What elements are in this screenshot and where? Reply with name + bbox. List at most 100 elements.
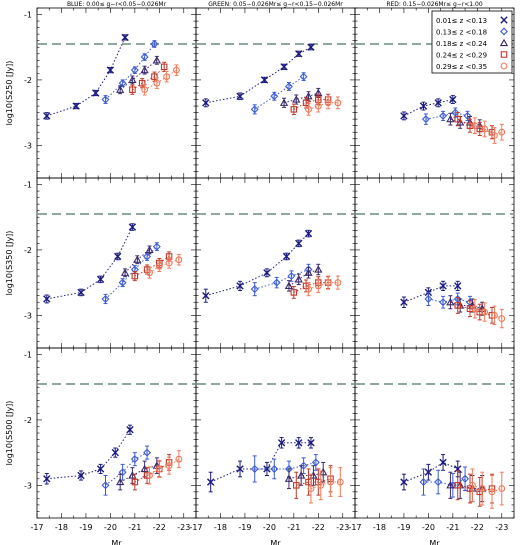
data-point [130,455,139,464]
panel-frame-0-1 [195,7,356,179]
legend-marker [500,16,508,24]
data-point [72,102,80,110]
panel-frame-1-1 [195,177,356,349]
data-point [446,480,455,489]
column-title: GREEN: 0.05−0.026Mr≤ g−r<0.15−0.026Mr [208,1,343,8]
data-point [270,92,279,101]
data-point [129,86,136,94]
data-point [131,478,139,486]
column-title: RED: 0.15−0.026Mr≤ g−r<1.00 [386,1,483,8]
data-point [236,465,244,473]
data-point [299,72,308,81]
series-line [403,285,458,303]
data-point [302,99,310,107]
data-point [153,79,161,87]
x-tick-label: -19 [79,523,92,532]
data-point [263,465,271,473]
data-point [327,478,334,486]
data-point [498,315,506,323]
data-point [311,458,320,467]
data-point [202,99,210,107]
data-point [284,82,293,91]
y-tick-label: -2 [24,76,32,85]
x-axis-label: Mr [111,539,122,545]
legend-box [431,10,513,74]
data-point [478,485,486,493]
data-point [155,465,163,473]
data-point [421,115,430,124]
data-point [449,95,457,104]
data-point [128,471,137,479]
data-point [454,282,462,290]
data-point [297,471,306,479]
data-point [236,92,244,100]
data-point [439,458,447,467]
data-point [424,468,433,476]
legend-marker [499,38,509,47]
data-point [309,471,318,479]
data-point [130,66,139,75]
x-tick-label: -19 [397,523,410,532]
data-point [96,275,105,284]
data-point [202,291,210,300]
data-point [128,75,137,84]
data-point [116,85,125,93]
series-line [403,461,458,483]
data-point [43,475,51,483]
data-point [128,223,137,231]
data-point [43,295,51,303]
data-point [334,99,342,107]
data-point [250,285,259,294]
data-point [133,255,142,263]
data-point [304,268,313,276]
data-point [314,265,323,273]
data-point [277,439,286,447]
x-tick-label: -22 [312,523,325,532]
data-point [151,73,158,80]
data-point [92,89,100,97]
data-point [498,485,506,493]
x-axis-label: Mr [270,539,281,545]
series-line [254,461,316,470]
series-line [254,76,304,110]
panel-frame-0-0 [36,7,197,179]
data-point [476,308,484,316]
data-point [165,259,173,267]
data-point [143,252,152,261]
data-point [118,278,127,287]
legend-label: 0.29≤ z <0.35 [436,63,487,71]
data-point [471,305,479,313]
data-point [468,481,476,489]
data-point [138,79,146,87]
data-point [400,112,408,120]
data-point [307,485,315,493]
data-point [419,478,428,487]
data-point [77,288,85,297]
data-point [140,464,149,473]
series-line [210,442,311,483]
data-point [111,448,119,457]
data-point [163,73,171,81]
series-line [403,99,453,117]
data-point [295,239,303,248]
y-tick-label: -3 [24,141,32,150]
data-point [250,464,259,473]
data-point [400,298,408,306]
data-point [206,478,215,486]
x-tick-label: -23 [177,523,190,532]
x-tick-label: -17 [189,523,202,532]
data-point [454,115,462,123]
x-tick-label: -21 [128,523,141,532]
panel-frame-2-2 [354,347,515,519]
data-point [491,311,498,319]
data-point [295,439,303,447]
data-point [118,468,127,477]
data-point [282,252,291,261]
data-point [434,478,443,487]
data-point [295,50,303,58]
legend-label: 0.24≤ z <0.29 [436,52,487,60]
data-point [118,79,127,88]
data-point [175,256,183,264]
series-line [119,59,158,91]
data-point [101,481,110,490]
